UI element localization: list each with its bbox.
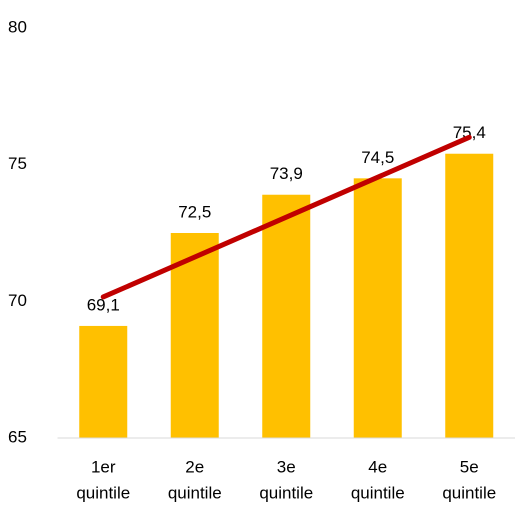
- y-tick-label: 70: [8, 291, 27, 310]
- bar: [79, 325, 128, 438]
- value-label: 73,9: [270, 164, 303, 183]
- x-tick-label: quintile: [76, 483, 130, 502]
- x-tick-label: 3e: [277, 457, 296, 476]
- y-tick-label: 75: [8, 154, 27, 173]
- x-tick-label: quintile: [442, 483, 496, 502]
- x-tick-label: 4e: [368, 457, 387, 476]
- y-tick-label: 65: [8, 427, 27, 446]
- x-tick-label: 5e: [460, 457, 479, 476]
- x-tick-label: quintile: [168, 483, 222, 502]
- y-tick-label: 80: [8, 17, 27, 36]
- value-label: 75,4: [453, 123, 486, 142]
- bar: [353, 178, 402, 439]
- bar: [262, 194, 311, 438]
- bar: [170, 233, 219, 438]
- x-tick-label: 2e: [185, 457, 204, 476]
- x-tick-label: quintile: [351, 483, 405, 502]
- value-label: 72,5: [178, 202, 211, 221]
- value-label: 69,1: [87, 295, 120, 314]
- x-tick-label: quintile: [259, 483, 313, 502]
- bar: [445, 153, 494, 438]
- trendline: [100, 134, 472, 300]
- value-label: 74,5: [361, 148, 394, 167]
- x-tick-label: 1er: [91, 457, 116, 476]
